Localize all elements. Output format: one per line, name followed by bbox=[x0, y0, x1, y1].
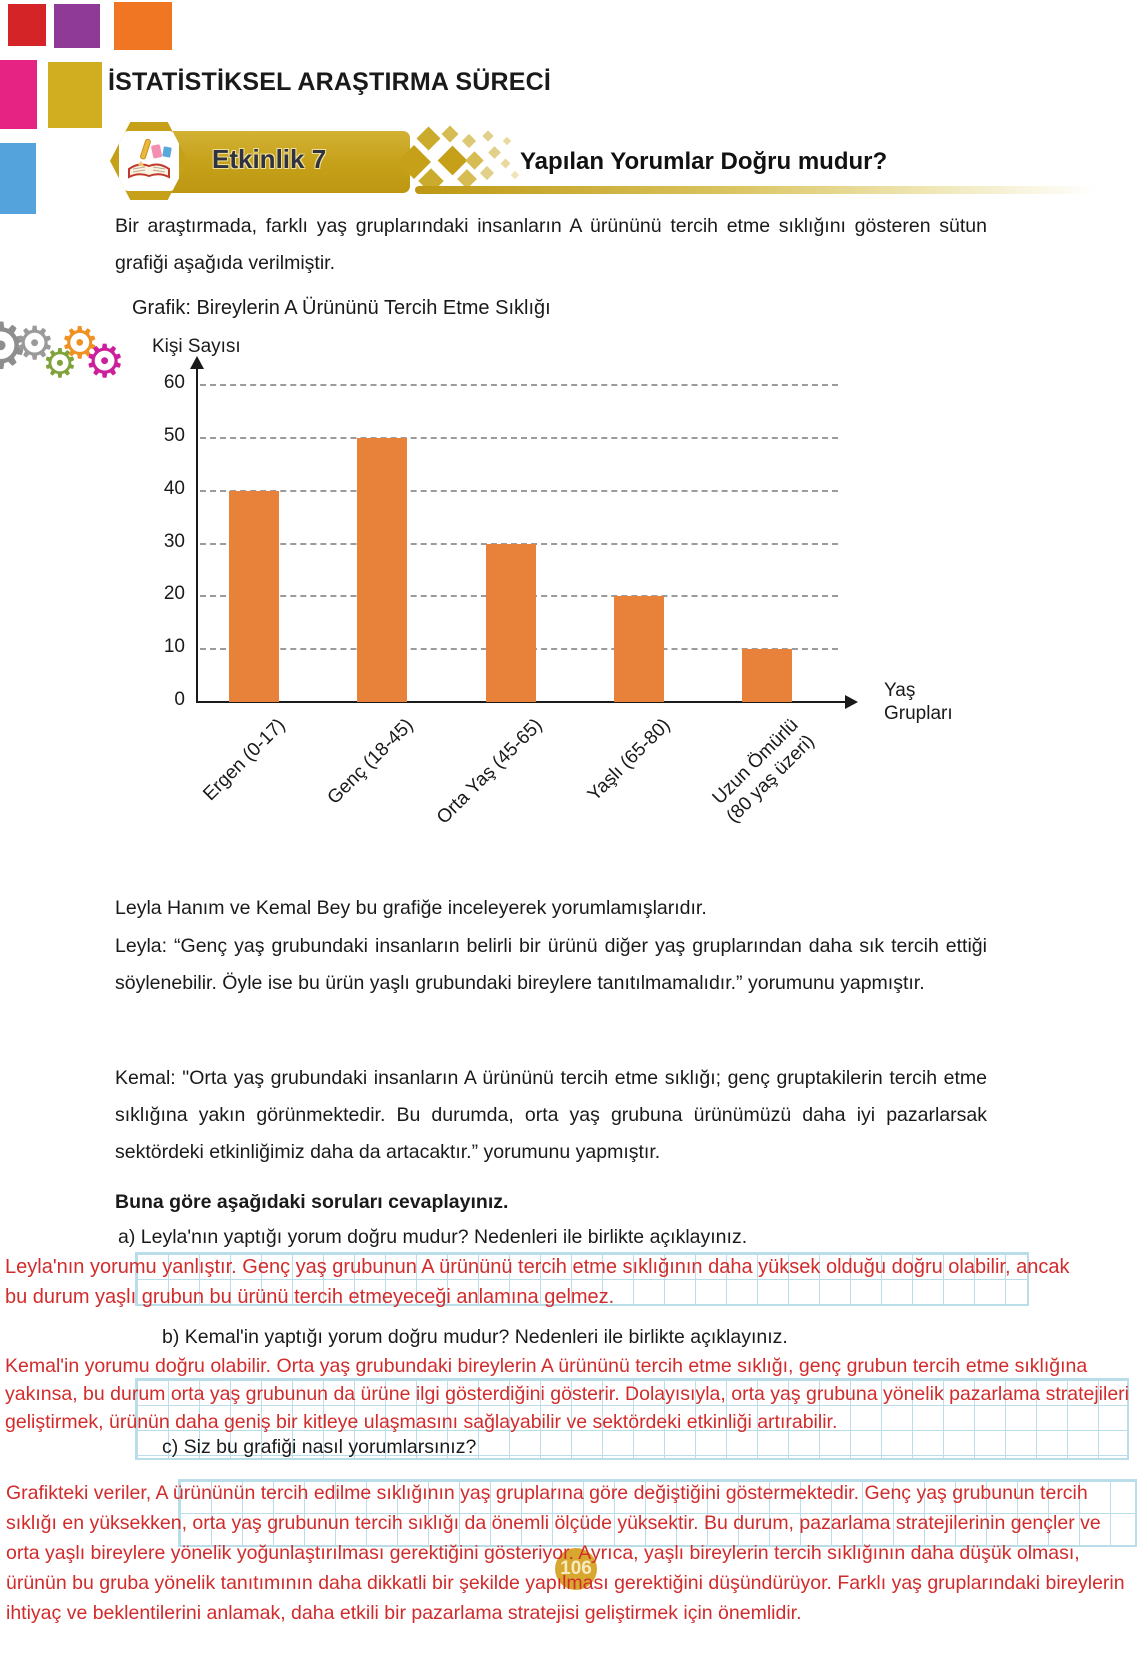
chart-title: Grafik: Bireylerin A Ürününü Tercih Etme… bbox=[132, 297, 551, 319]
answer-c-text: Grafikteki veriler, A ürününün tercih ed… bbox=[6, 1482, 1125, 1624]
decoration-square-red bbox=[8, 4, 46, 46]
activity-label: Etkinlik 7 bbox=[212, 144, 327, 174]
y-axis-arrow bbox=[190, 356, 204, 369]
badge-underline-strip bbox=[415, 186, 1097, 194]
instruction-text: Buna göre aşağıdaki soruları cevaplayını… bbox=[115, 1191, 509, 1213]
y-tick-label: 50 bbox=[163, 425, 185, 446]
answer-b-grid[interactable] bbox=[135, 1378, 1129, 1460]
activity-title: Yapılan Yorumlar Doğru mudur? bbox=[520, 148, 888, 175]
gridline bbox=[200, 542, 838, 545]
bar bbox=[742, 649, 792, 702]
gear-icon: ⚙ bbox=[14, 317, 56, 369]
page-title: İSTATİSTİKSEL ARAŞTIRMA SÜRECİ bbox=[108, 68, 552, 96]
chart-y-axis-label: Kişi Sayısı bbox=[152, 336, 241, 357]
y-tick-label: 20 bbox=[163, 583, 185, 605]
gear-icon: ⚙ bbox=[0, 310, 30, 382]
gridline bbox=[200, 437, 838, 439]
bar bbox=[229, 491, 279, 702]
kemal-paragraph: Kemal: "Orta yaş grubundaki insanların A… bbox=[115, 1067, 987, 1163]
question-c: c) Siz bu grafiği nasıl yorumlarsınız? bbox=[162, 1436, 477, 1458]
x-axis-line bbox=[196, 701, 846, 703]
answer-a-text: Leyla'nın yorumu yanlıştır. Genç yaş gru… bbox=[5, 1256, 1070, 1308]
y-tick-label: 30 bbox=[163, 530, 185, 552]
y-axis-line bbox=[196, 368, 198, 703]
leyla-paragraph: Leyla: “Genç yaş grubundaki insanların b… bbox=[115, 935, 987, 994]
notebook-pencil-icon bbox=[119, 131, 179, 191]
gear-icon: ⚙ bbox=[60, 319, 100, 368]
decoration-square-purple bbox=[54, 4, 100, 48]
intro-paragraph: Bir araştırmada, farklı yaş gruplarındak… bbox=[115, 215, 987, 274]
question-a: a) Leyla'nın yaptığı yorum doğru mudur? … bbox=[118, 1226, 748, 1248]
gridline bbox=[200, 384, 838, 387]
bar bbox=[614, 596, 664, 702]
question-b: b) Kemal'in yaptığı yorum doğru mudur? N… bbox=[162, 1326, 788, 1348]
answer-a-grid[interactable] bbox=[135, 1252, 1029, 1306]
decoration-square-pink bbox=[0, 60, 37, 129]
bar bbox=[357, 438, 407, 702]
decoration-square-blue bbox=[0, 143, 36, 214]
gridline bbox=[200, 489, 838, 492]
chart-x-axis-label: Yaş Grupları bbox=[884, 680, 953, 724]
gear-icon: ⚙ bbox=[84, 335, 126, 387]
decoration-square-orange bbox=[114, 2, 172, 50]
lead-paragraph: Leyla Hanım ve Kemal Bey bu grafiğe ince… bbox=[115, 897, 707, 919]
y-tick-label: 60 bbox=[163, 372, 185, 394]
x-axis-arrow bbox=[845, 695, 858, 709]
y-tick-label: 10 bbox=[163, 636, 185, 658]
gear-icon: ⚙ bbox=[42, 342, 78, 386]
decoration-square-gold bbox=[48, 62, 102, 128]
y-tick-label: 0 bbox=[174, 689, 185, 710]
page-number-badge: 106 bbox=[555, 1548, 597, 1590]
y-tick-label: 40 bbox=[163, 477, 185, 499]
bar bbox=[486, 544, 536, 702]
answer-b-text: Kemal'in yorumu doğru olabilir. Orta yaş… bbox=[5, 1355, 1130, 1433]
answer-c-grid[interactable] bbox=[178, 1479, 1137, 1547]
